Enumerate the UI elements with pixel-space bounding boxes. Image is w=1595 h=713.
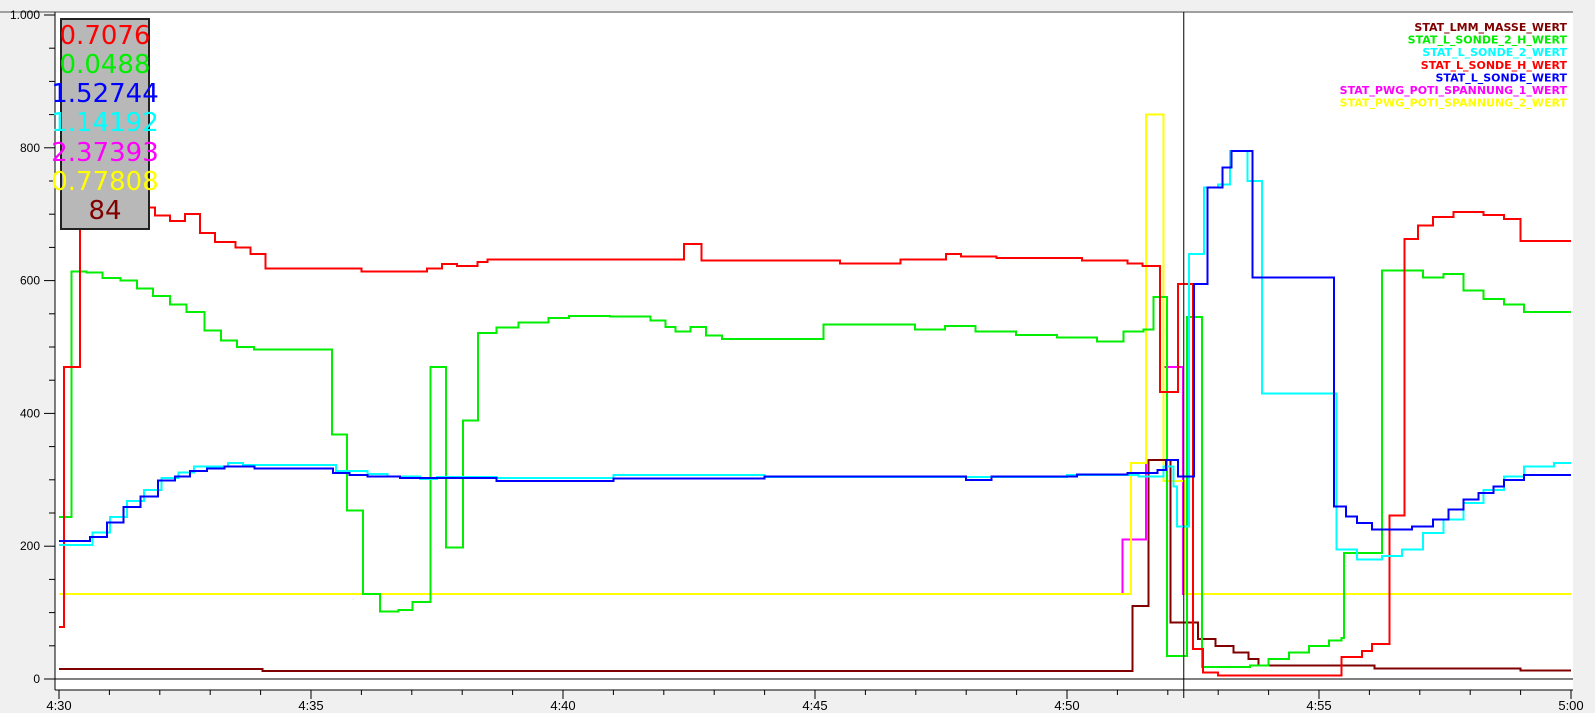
legend-entry: STAT_PWG_POTI_SPANNUNG_2_WERT [1340,97,1568,110]
plot-area[interactable] [55,12,1573,690]
legend-entry: STAT_LMM_MASSE_WERT [1414,21,1567,34]
cursor-value: 0.0488 [59,50,151,81]
legend-entry: STAT_L_SONDE_2_H_WERT [1408,34,1568,47]
series-line-stat-l-sonde-h-wert [59,206,1571,677]
y-tick-label: 200 [20,539,40,553]
series-line-stat-pwg-poti-spannung-2-wert [59,113,1571,595]
cursor-value: 2.37393 [51,137,159,168]
y-tick-label: 400 [20,406,40,420]
cursor-value: 1.14192 [51,108,159,139]
series-line-stat-l-sonde-wert [59,150,1571,542]
legend-entry: STAT_PWG_POTI_SPANNUNG_1_WERT [1340,84,1568,97]
y-tick-label: 0 [33,672,40,686]
legend-entry: STAT_L_SONDE_2_WERT [1422,46,1567,59]
cursor-value: 1.52744 [51,79,159,110]
x-tick-label: 4:55 [1306,698,1331,713]
cursor-value: 84 [88,195,122,226]
x-tick-label: 4:40 [550,698,575,713]
series-line-stat-l-sonde-2-h-wert [59,269,1571,668]
series-line-stat-lmm-masse-wert [59,458,1571,672]
x-tick-label: 4:50 [1054,698,1079,713]
legend-entry: STAT_L_SONDE_WERT [1436,71,1568,84]
x-tick-label: 4:45 [802,698,827,713]
cursor-value: 0.7076 [59,21,151,52]
cursor-value: 0.77808 [51,166,159,197]
x-tick-label: 4:30 [46,698,71,713]
y-tick-label: 800 [20,141,40,155]
cursor-value-box: 0.7076 0.0488 1.52744 1.14192 2.37393 0.77808… [51,18,159,230]
x-tick-label: 4:35 [298,698,323,713]
y-tick-label: 1.000 [10,8,40,22]
legend-entry: STAT_L_SONDE_H_WERT [1421,59,1568,72]
y-tick-label: 600 [20,274,40,288]
x-tick-label: 5:00 [1558,698,1583,713]
